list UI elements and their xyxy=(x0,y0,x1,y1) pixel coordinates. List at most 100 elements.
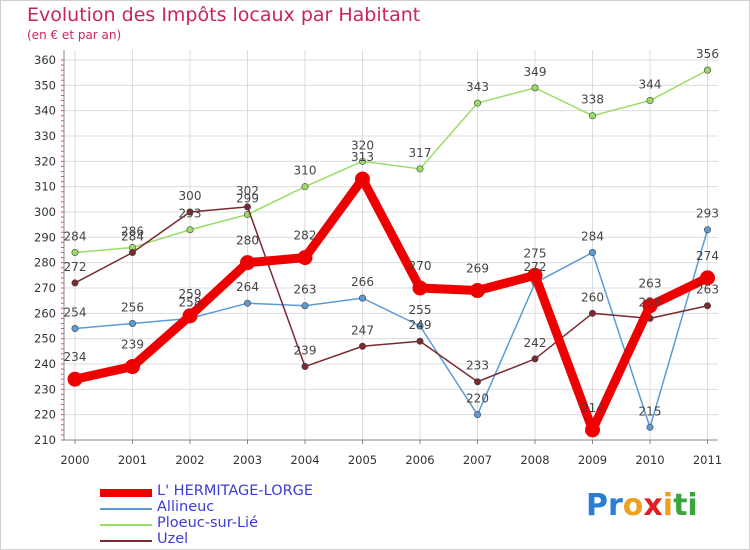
data-label-allineuc: 263 xyxy=(294,283,317,297)
plot-area xyxy=(64,50,718,440)
x-tick-label: 2003 xyxy=(233,453,262,467)
data-point-l-hermitage-lorge xyxy=(182,308,198,324)
y-tick-label: 240 xyxy=(34,357,56,371)
y-tick-label: 340 xyxy=(34,104,56,118)
data-label-allineuc: 264 xyxy=(236,280,259,294)
data-label-ploeuc-sur-li: 349 xyxy=(524,65,547,79)
data-point-ploeuc-sur-li xyxy=(703,66,711,74)
data-point-uzel xyxy=(588,309,596,317)
data-label-uzel: 233 xyxy=(466,359,489,373)
logo-letter: P xyxy=(586,488,608,523)
data-label-uzel: 300 xyxy=(179,189,202,203)
legend-swatch xyxy=(100,524,152,526)
legend-label: Uzel xyxy=(157,531,189,547)
x-tick-label: 2001 xyxy=(118,453,147,467)
x-tick-label: 2010 xyxy=(635,453,664,467)
data-point-uzel xyxy=(129,249,137,257)
data-label-l-hermitage-lorge: 214 xyxy=(581,401,604,415)
data-label-l-hermitage-lorge: 280 xyxy=(236,234,259,248)
data-label-allineuc: 266 xyxy=(351,275,374,289)
data-point-uzel xyxy=(244,203,252,211)
data-point-ploeuc-sur-li xyxy=(71,249,79,257)
data-point-l-hermitage-lorge xyxy=(642,298,658,314)
data-label-l-hermitage-lorge: 313 xyxy=(351,150,374,164)
data-point-l-hermitage-lorge xyxy=(585,422,600,438)
y-tick-label: 250 xyxy=(34,332,56,346)
data-point-uzel xyxy=(71,279,79,287)
x-tick-label: 2002 xyxy=(175,453,204,467)
x-tick-label: 2004 xyxy=(290,453,319,467)
data-label-allineuc: 255 xyxy=(409,303,432,317)
data-label-uzel: 242 xyxy=(524,336,547,350)
logo-letter: i xyxy=(662,488,674,523)
data-point-allineuc xyxy=(358,294,366,302)
logo-letter: x xyxy=(643,488,663,523)
data-label-ploeuc-sur-li: 310 xyxy=(294,164,317,178)
data-point-allineuc xyxy=(646,423,654,431)
data-label-uzel: 260 xyxy=(581,290,604,304)
legend-label: Ploeuc-sur-Lié xyxy=(157,515,258,531)
data-point-l-hermitage-lorge xyxy=(240,255,255,271)
y-tick-label: 330 xyxy=(34,129,56,143)
logo-letter: i xyxy=(687,488,698,523)
series-line-ploeuc-sur-li xyxy=(74,69,709,254)
data-label-l-hermitage-lorge: 275 xyxy=(524,246,547,260)
data-label-l-hermitage-lorge: 239 xyxy=(121,338,144,352)
logo-letter: o xyxy=(622,488,644,523)
data-point-ploeuc-sur-li xyxy=(301,183,309,191)
data-point-ploeuc-sur-li xyxy=(473,99,481,107)
data-label-uzel: 263 xyxy=(696,283,719,297)
data-point-ploeuc-sur-li xyxy=(416,165,424,173)
y-tick-label: 260 xyxy=(34,306,56,320)
data-label-uzel: 239 xyxy=(294,344,317,358)
y-tick-label: 280 xyxy=(34,256,56,270)
data-label-l-hermitage-lorge: 269 xyxy=(466,262,489,276)
y-tick-label: 230 xyxy=(34,382,56,396)
legend-swatch xyxy=(100,540,152,542)
data-point-l-hermitage-lorge xyxy=(527,267,543,283)
data-label-ploeuc-sur-li: 317 xyxy=(409,146,432,160)
legend-label: L' HERMITAGE-LORGE xyxy=(157,483,314,499)
y-tick-label: 360 xyxy=(34,53,56,67)
y-tick-label: 350 xyxy=(34,78,56,92)
data-point-uzel xyxy=(416,337,424,345)
data-point-allineuc xyxy=(703,226,711,234)
y-tick-label: 290 xyxy=(34,230,56,244)
data-point-uzel xyxy=(703,302,711,310)
data-point-ploeuc-sur-li xyxy=(646,97,654,105)
data-point-allineuc xyxy=(71,325,79,333)
x-tick-label: 2008 xyxy=(520,453,549,467)
data-point-allineuc xyxy=(588,249,596,257)
data-point-allineuc xyxy=(473,411,481,419)
series-line-uzel xyxy=(74,206,709,383)
data-label-ploeuc-sur-li: 320 xyxy=(351,138,374,152)
data-point-ploeuc-sur-li xyxy=(358,157,366,165)
data-point-l-hermitage-lorge xyxy=(297,250,313,266)
data-point-l-hermitage-lorge xyxy=(700,270,715,286)
data-label-ploeuc-sur-li: 344 xyxy=(639,78,662,92)
data-label-uzel: 272 xyxy=(64,260,87,274)
data-label-ploeuc-sur-li: 284 xyxy=(64,230,87,244)
chart-subtitle: (en € et par an) xyxy=(27,28,122,42)
y-tick-label: 300 xyxy=(34,205,56,219)
data-label-allineuc: 215 xyxy=(639,404,662,418)
data-label-ploeuc-sur-li: 286 xyxy=(121,224,144,238)
data-label-l-hermitage-lorge: 274 xyxy=(696,249,719,263)
proxiti-logo: Proxiti xyxy=(586,488,698,523)
data-label-uzel: 249 xyxy=(409,318,432,332)
data-label-ploeuc-sur-li: 338 xyxy=(581,93,604,107)
y-tick-label: 320 xyxy=(34,154,56,168)
y-tick-label: 310 xyxy=(34,180,56,194)
data-label-ploeuc-sur-li: 343 xyxy=(466,80,489,94)
data-label-l-hermitage-lorge: 234 xyxy=(64,350,87,364)
legend-label: Allineuc xyxy=(157,499,215,515)
data-label-uzel: 258 xyxy=(639,295,662,309)
data-point-ploeuc-sur-li xyxy=(588,112,596,120)
data-label-allineuc: 258 xyxy=(179,295,202,309)
x-tick-label: 2009 xyxy=(578,453,607,467)
data-point-uzel xyxy=(473,378,481,386)
data-point-uzel xyxy=(358,342,366,350)
data-label-ploeuc-sur-li: 299 xyxy=(236,192,259,206)
x-tick-label: 2000 xyxy=(60,453,89,467)
data-point-uzel xyxy=(301,363,309,371)
